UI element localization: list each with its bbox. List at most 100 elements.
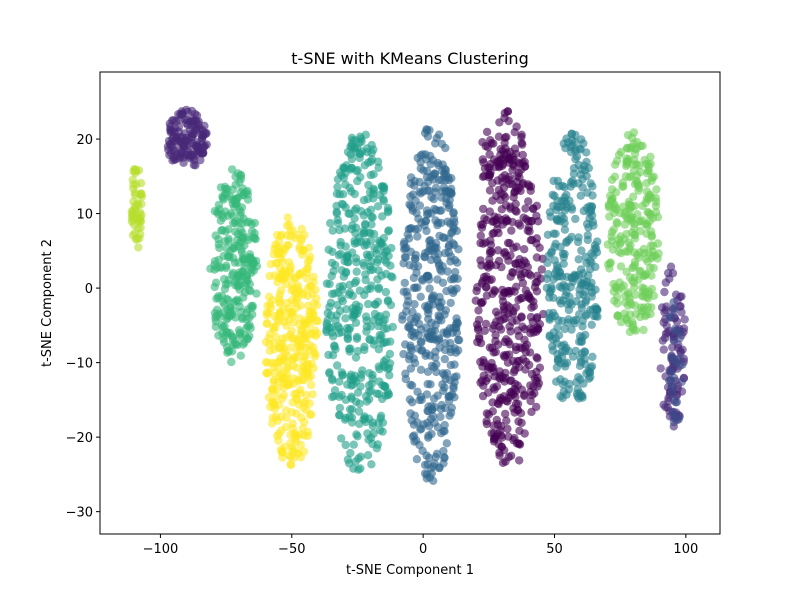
scatter-point	[586, 205, 596, 214]
scatter-point	[486, 363, 495, 372]
scatter-point	[240, 258, 250, 267]
scatter-point	[576, 191, 585, 200]
scatter-point	[352, 334, 362, 343]
x-tick-label: −50	[278, 542, 305, 557]
scatter-point	[366, 170, 375, 180]
scatter-point	[373, 440, 382, 449]
scatter-point	[412, 455, 422, 464]
scatter-point	[435, 463, 444, 472]
scatter-point	[586, 264, 595, 274]
scatter-point	[486, 261, 495, 270]
scatter-point	[278, 453, 287, 462]
scatter-point	[377, 182, 386, 191]
scatter-point	[610, 172, 620, 181]
scatter-point	[550, 256, 559, 265]
scatter-point	[646, 241, 656, 250]
scatter-point	[164, 136, 174, 146]
scatter-point	[136, 190, 145, 200]
scatter-point	[306, 380, 316, 390]
scatter-point	[354, 407, 364, 416]
scatter-point	[554, 316, 563, 325]
x-axis-label: t-SNE Component 1	[346, 563, 474, 578]
scatter-point	[368, 370, 377, 380]
scatter-point	[560, 249, 569, 259]
scatter-point	[305, 341, 315, 350]
scatter-point	[671, 398, 680, 407]
scatter-point	[326, 298, 336, 307]
scatter-point	[609, 279, 618, 289]
scatter-point	[415, 187, 424, 196]
scatter-point	[338, 370, 348, 379]
scatter-point	[348, 248, 357, 257]
scatter-point	[440, 453, 449, 462]
scatter-point	[504, 155, 513, 164]
scatter-point	[501, 396, 511, 405]
scatter-point	[347, 418, 357, 427]
scatter-point	[656, 364, 665, 373]
scatter-point	[413, 232, 422, 241]
scatter-point	[361, 270, 370, 279]
scatter-point	[569, 179, 578, 188]
scatter-point	[328, 226, 337, 235]
scatter-point	[352, 430, 361, 439]
scatter-point	[558, 393, 567, 403]
scatter-point	[582, 157, 591, 167]
scatter-point	[333, 361, 342, 370]
scatter-point	[427, 429, 436, 439]
scatter-point	[413, 153, 422, 163]
scatter-point	[333, 182, 342, 192]
scatter-point	[221, 207, 230, 216]
scatter-point	[342, 305, 351, 314]
scatter-point	[524, 291, 534, 301]
scatter-point	[585, 368, 595, 377]
scatter-point	[586, 179, 595, 188]
scatter-point	[399, 349, 408, 359]
scatter-point	[646, 309, 655, 319]
scatter-point	[481, 238, 490, 247]
scatter-point	[544, 270, 553, 279]
scatter-point	[337, 199, 347, 209]
scatter-point	[446, 298, 455, 308]
scatter-point	[210, 308, 220, 318]
scatter-point	[243, 190, 252, 199]
scatter-point	[589, 221, 598, 230]
scatter-point	[224, 236, 233, 246]
scatter-point	[286, 227, 295, 236]
scatter-point	[611, 160, 620, 169]
scatter-point	[579, 139, 588, 148]
scatter-point	[421, 216, 431, 225]
scatter-point	[407, 416, 416, 425]
scatter-point	[128, 175, 137, 185]
scatter-point	[638, 201, 647, 211]
scatter-point	[380, 362, 389, 372]
scatter-point	[476, 231, 485, 240]
scatter-point	[491, 347, 500, 357]
scatter-point	[560, 324, 569, 334]
scatter-point	[485, 150, 494, 159]
scatter-point	[353, 346, 362, 356]
scatter-point	[277, 426, 286, 435]
scatter-point	[405, 200, 414, 209]
scatter-point	[549, 293, 558, 302]
scatter-point	[663, 328, 672, 337]
scatter-point	[187, 132, 196, 142]
scatter-point	[532, 287, 542, 296]
scatter-point	[422, 155, 431, 164]
scatter-point	[620, 235, 629, 244]
scatter-point	[287, 460, 296, 469]
scatter-point	[344, 209, 353, 218]
scatter-point	[352, 258, 361, 267]
scatter-point	[520, 429, 529, 438]
scatter-point	[404, 323, 413, 332]
scatter-point	[433, 275, 442, 284]
scatter-point	[411, 250, 420, 260]
scatter-point	[219, 308, 228, 317]
scatter-point	[297, 341, 306, 350]
scatter-point	[274, 436, 283, 445]
scatter-point	[424, 314, 433, 324]
scatter-point	[495, 451, 504, 460]
scatter-point	[662, 321, 671, 330]
scatter-point	[295, 314, 304, 323]
scatter-point	[184, 147, 193, 156]
scatter-point	[603, 260, 613, 269]
